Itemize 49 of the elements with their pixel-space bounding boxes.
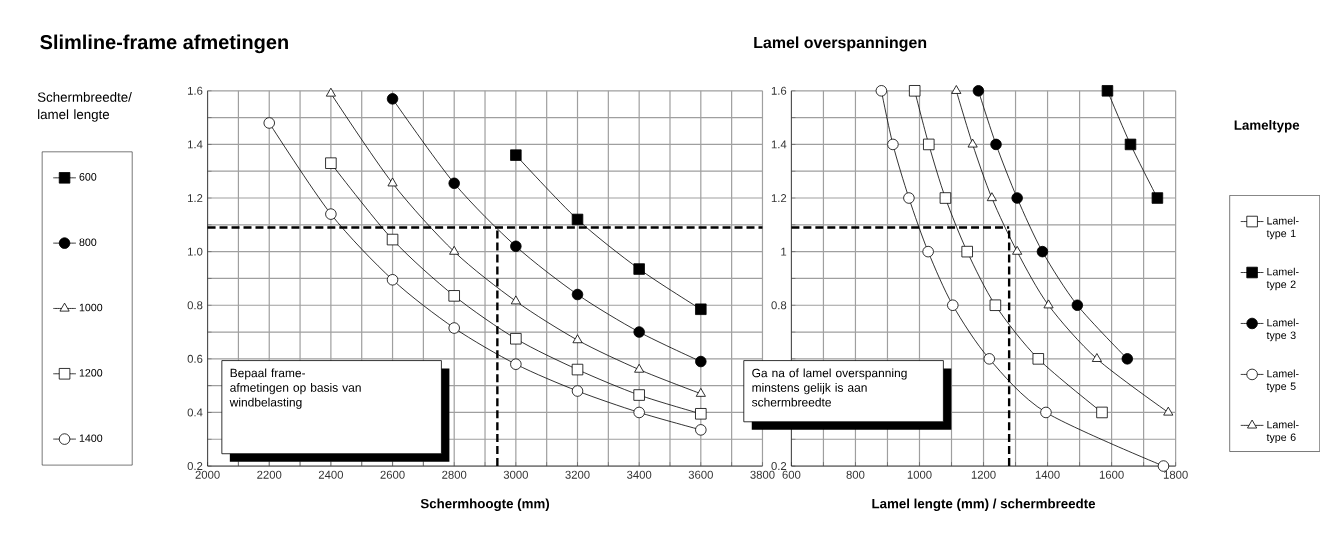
x-tick-label: 2200 (257, 470, 282, 479)
y-tick-label: 1.4 (188, 140, 203, 149)
x-tick-label: 800 (846, 470, 865, 479)
legend-label: Lamel-type 2 (1266, 267, 1299, 291)
x-tick-label: 3200 (565, 470, 590, 479)
legend-label: Lamel-type 6 (1266, 420, 1299, 444)
legend-label: 600 (79, 173, 97, 181)
legend-label: 1400 (79, 434, 103, 442)
x-tick-label: 3600 (688, 470, 713, 479)
x-tick-label: 1800 (1163, 470, 1188, 479)
y-tick-label: 1.2 (188, 194, 203, 202)
legend-label: Lamel-type 1 (1266, 216, 1299, 240)
x-tick-label: 2800 (442, 470, 467, 479)
x-tick-label: 1600 (1099, 470, 1124, 479)
x-tick-label: 3400 (627, 470, 652, 479)
x-axis-title: Lamel lengte (mm) / schermbreedte (872, 498, 1096, 512)
x-tick-label: 2000 (195, 470, 220, 479)
y-tick-label: 1.4 (771, 140, 787, 149)
legend-label: Lamel-type 3 (1266, 318, 1299, 342)
legend-label: 1000 (79, 303, 103, 312)
x-tick-label: 2400 (318, 470, 344, 479)
legend-title: Schermbreedte/ lamel lengte (37, 92, 132, 122)
y-tick-label: 1 (781, 247, 787, 256)
y-tick-label: 1.0 (188, 247, 203, 256)
y-tick-label: 0.8 (187, 301, 203, 310)
y-tick-label: 0.2 (187, 462, 203, 471)
y-tick-label: 0.2 (771, 462, 787, 471)
chart-title: Lamel overspanningen (754, 36, 927, 52)
x-tick-label: 2600 (380, 470, 405, 479)
x-tick-label: 600 (782, 470, 801, 479)
annotation: Ga na of lamel overspanning minstens gelijk is aan schermbreedte (751, 368, 907, 407)
y-tick-label: 1.2 (771, 194, 787, 202)
y-tick-label: 1.6 (771, 86, 787, 95)
x-tick-label: 3000 (503, 470, 528, 479)
legend-label: Lamel-type 5 (1266, 369, 1299, 393)
x-tick-label: 1400 (1035, 470, 1060, 479)
x-axis-title: Schermhoogte (mm) (420, 498, 550, 512)
legend-label: 1200 (79, 369, 103, 377)
y-tick-label: 1.6 (188, 86, 203, 95)
legend-title: Lameltype (1234, 120, 1300, 133)
y-tick-label: 0.8 (771, 301, 787, 310)
y-tick-label: 0.4 (187, 408, 203, 417)
chart-title: Slimline-frame afmetingen (40, 34, 288, 54)
legend-label: 800 (79, 238, 97, 246)
x-tick-label: 1000 (907, 470, 932, 479)
y-tick-label: 0.6 (187, 354, 203, 363)
x-tick-label: 1200 (971, 470, 996, 479)
x-tick-label: 3800 (750, 470, 775, 479)
annotation: Bepaal frame- afmetingen op basis van windbelasting (229, 368, 361, 409)
